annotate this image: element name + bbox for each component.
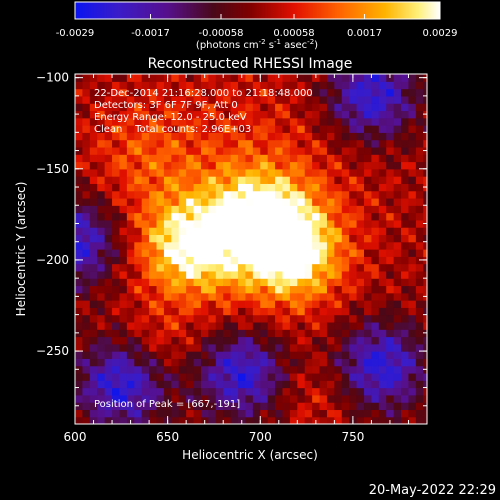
colorbar-tick-label: -0.0029 (56, 28, 95, 39)
colorbar-tick-label: 0.00058 (273, 28, 314, 39)
heatmap-image (75, 74, 427, 424)
colorbar-tick-label: -0.00058 (199, 28, 244, 39)
annotation-energy: Energy Range: 12.0 - 25.0 keV (94, 112, 247, 123)
colorbar-tick-label: -0.0017 (131, 28, 170, 39)
image-annotations: 22-Dec-2014 21:16:28.000 to 21:18:48.000… (94, 88, 313, 410)
footer-date: 20-May-2022 22:29 (369, 483, 496, 498)
colorbar (75, 2, 440, 19)
annotation-detectors: Detectors: 3F 6F 7F 9F, Att 0 (94, 100, 238, 111)
y-axis-tick-label: −250 (36, 344, 69, 358)
plot-frame (74, 73, 428, 425)
y-axis-tick-label: −150 (36, 162, 69, 176)
colorbar-frame (74, 1, 441, 20)
axis-ticks: 600 650 700 750 −100 −150 −200 −250 (36, 71, 428, 444)
chart-title: Reconstructed RHESSI Image (148, 56, 353, 72)
colorbar-ticks: -0.0029 -0.0017 -0.00058 0.00058 0.0017 0.002… (56, 14, 458, 39)
x-axis-tick-label: 650 (156, 430, 179, 444)
x-axis-tick-label: 700 (249, 430, 272, 444)
colorbar-units: (photons cm-2 s-1 asec-2) (196, 38, 318, 51)
x-axis-label: Heliocentric X (arcsec) (182, 448, 318, 462)
y-axis-tick-label: −200 (36, 253, 69, 267)
y-axis-label: Heliocentric Y (arcsec) (14, 182, 28, 317)
x-axis-tick-label: 750 (341, 430, 364, 444)
annotation-time: 22-Dec-2014 21:16:28.000 to 21:18:48.000 (94, 88, 313, 99)
y-axis-tick-label: −100 (36, 71, 69, 85)
colorbar-tick-label: 0.0017 (347, 28, 382, 39)
x-axis-tick-label: 600 (64, 430, 87, 444)
peak-position-label: Position of Peak = [667,-191] (94, 399, 240, 410)
annotation-clean: Clean Total counts: 2.96E+03 (94, 124, 251, 135)
colorbar-tick-label: 0.0029 (423, 28, 458, 39)
